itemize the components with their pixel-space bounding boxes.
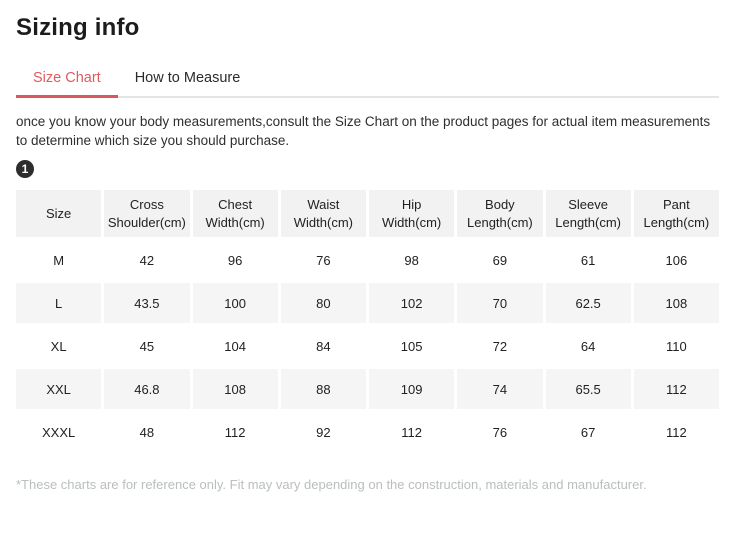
measurement-cell: 76 [457, 412, 543, 453]
measurement-cell: 106 [633, 240, 719, 281]
step-1-badge: 1 [16, 160, 34, 179]
measurement-cell: 102 [369, 283, 455, 324]
measurement-cell: 70 [457, 283, 543, 324]
measurement-cell: 92 [280, 412, 366, 453]
table-row: XXL 46.8 108 88 109 74 65.5 112 [16, 369, 719, 410]
size-cell: XXL [16, 369, 102, 410]
measurement-cell: 105 [369, 326, 455, 367]
table-row: XXXL 48 112 92 112 76 67 112 [16, 412, 719, 453]
measurement-cell: 109 [369, 369, 455, 410]
measurement-cell: 46.8 [104, 369, 190, 410]
column-header: Hip Width(cm) [369, 190, 455, 238]
description-text: once you know your body measurements,con… [16, 114, 711, 149]
sizing-info-page: Sizing info Size Chart How to Measure on… [0, 14, 735, 492]
measurement-cell: 112 [633, 369, 719, 410]
measurement-cell: 98 [369, 240, 455, 281]
measurement-cell: 108 [192, 369, 278, 410]
footnote-text: *These charts are for reference only. Fi… [16, 477, 647, 493]
measurement-cell: 84 [280, 326, 366, 367]
column-header: Waist Width(cm) [280, 190, 366, 238]
table-row: L 43.5 100 80 102 70 62.5 108 [16, 283, 719, 324]
measurement-cell: 110 [633, 326, 719, 367]
size-cell: XXXL [16, 412, 102, 453]
measurement-cell: 104 [192, 326, 278, 367]
measurement-cell: 48 [104, 412, 190, 453]
column-header: Chest Width(cm) [192, 190, 278, 238]
table-row: XL 45 104 84 105 72 64 110 [16, 326, 719, 367]
size-cell: M [16, 240, 102, 281]
measurement-cell: 72 [457, 326, 543, 367]
measurement-cell: 42 [104, 240, 190, 281]
measurement-cell: 112 [192, 412, 278, 453]
tab-how-to-measure[interactable]: How to Measure [134, 70, 241, 86]
measurement-cell: 74 [457, 369, 543, 410]
measurement-cell: 61 [545, 240, 631, 281]
size-cell: L [16, 283, 102, 324]
measurement-cell: 88 [280, 369, 366, 410]
column-header: Body Length(cm) [457, 190, 543, 238]
measurement-cell: 64 [545, 326, 631, 367]
column-header: Size [16, 190, 102, 238]
column-header: Pant Length(cm) [633, 190, 719, 238]
measurement-cell: 45 [104, 326, 190, 367]
header-row: Size Cross Shoulder(cm) Chest Width(cm) Wai… [16, 190, 719, 238]
measurement-cell: 108 [633, 283, 719, 324]
tab-bar: Size Chart How to Measure [16, 70, 719, 98]
page-title: Sizing info [16, 14, 140, 41]
measurement-cell: 96 [192, 240, 278, 281]
measurement-cell: 43.5 [104, 283, 190, 324]
column-header: Sleeve Length(cm) [545, 190, 631, 238]
tab-size-chart[interactable]: Size Chart [16, 70, 118, 98]
measurement-cell: 69 [457, 240, 543, 281]
size-table-header: Size Cross Shoulder(cm) Chest Width(cm) Wai… [16, 190, 719, 238]
table-row: M 42 96 76 98 69 61 106 [16, 240, 719, 281]
measurement-cell: 62.5 [545, 283, 631, 324]
measurement-cell: 80 [280, 283, 366, 324]
size-cell: XL [16, 326, 102, 367]
size-table-body: M 42 96 76 98 69 61 106 L 43.5 100 80 102 70 62.5 108 XL… [16, 240, 719, 453]
measurement-cell: 76 [280, 240, 366, 281]
size-table: Size Cross Shoulder(cm) Chest Width(cm) Wai… [13, 187, 722, 455]
column-header: Cross Shoulder(cm) [104, 190, 190, 238]
measurement-cell: 67 [545, 412, 631, 453]
measurement-cell: 65.5 [545, 369, 631, 410]
measurement-cell: 112 [369, 412, 455, 453]
measurement-cell: 100 [192, 283, 278, 324]
measurement-cell: 112 [633, 412, 719, 453]
